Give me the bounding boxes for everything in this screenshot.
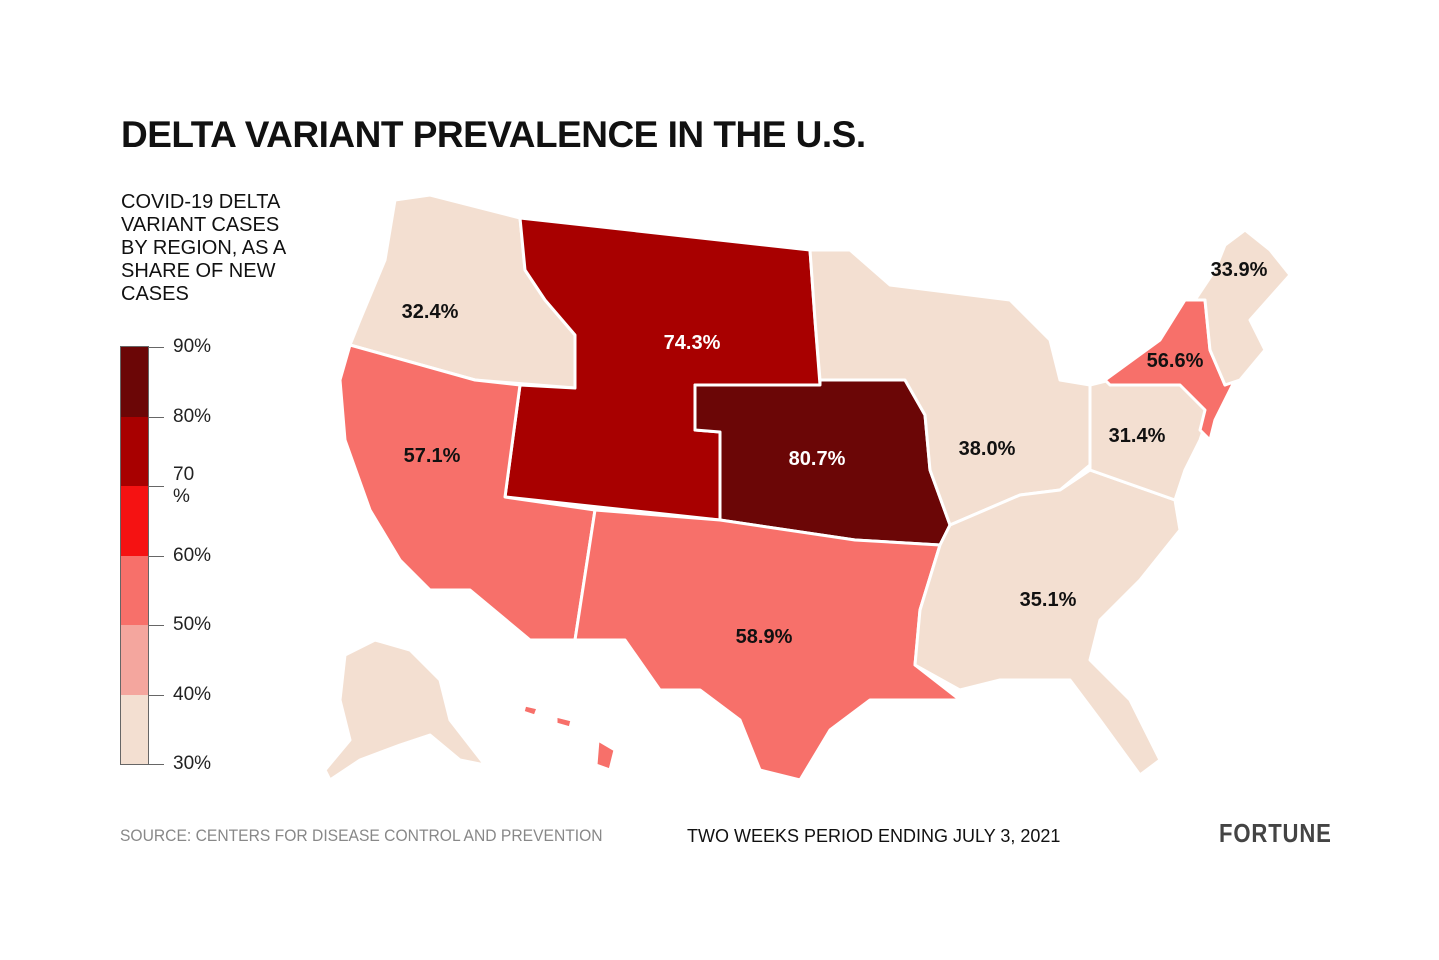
region-value-label: 74.3% <box>664 332 721 354</box>
region-value-label: 31.4% <box>1109 425 1166 447</box>
map-region-4 <box>521 703 540 718</box>
legend-tick-mark <box>148 416 164 418</box>
legend-bin-30-40 <box>121 694 148 764</box>
legend-tick-label: 70 % <box>173 464 195 507</box>
legend-tick-mark <box>148 486 164 487</box>
map-region-4 <box>554 714 574 730</box>
region-value-label: 33.9% <box>1211 259 1268 281</box>
legend-bin-40-50 <box>121 625 148 695</box>
legend-tick-label: 40% <box>173 683 212 705</box>
legend-tick-label: 80% <box>173 405 212 427</box>
period-note: TWO WEEKS PERIOD ENDING JULY 3, 2021 <box>687 826 1061 846</box>
chart-title: DELTA VARIANT PREVALENCE IN THE U.S. <box>121 114 866 155</box>
legend-bin-70-80 <box>121 416 148 486</box>
legend-tick-label: 90% <box>173 336 212 357</box>
legend-tick-mark <box>148 625 164 626</box>
region-value-label: 80.7% <box>789 448 846 470</box>
legend-color-bar <box>120 346 149 765</box>
legend-tick-mark <box>148 764 164 765</box>
region-value-label: 56.6% <box>1147 350 1204 372</box>
brand-logo: FORTUNE <box>1219 818 1332 848</box>
map-region-1 <box>323 638 487 782</box>
region-value-label: 38.0% <box>959 438 1016 460</box>
region-value-label: 35.1% <box>1020 589 1077 611</box>
legend-tick-mark <box>148 555 164 557</box>
legend-tick-mark <box>148 694 164 696</box>
legend-tick-label: 30% <box>173 753 212 774</box>
legend-bin-60-70 <box>121 486 148 556</box>
map-region-10 <box>1193 228 1292 387</box>
legend-tick-label: 60% <box>173 544 212 566</box>
map-region-4 <box>594 738 617 772</box>
legend-tick-label: 50% <box>173 614 212 635</box>
region-value-label: 32.4% <box>402 301 459 323</box>
region-value-label: 58.9% <box>736 626 793 648</box>
source-note: SOURCE: CENTERS FOR DISEASE CONTROL AND … <box>120 826 603 845</box>
map-region-5 <box>573 508 962 782</box>
legend-bin-50-60 <box>121 555 148 625</box>
map-region-9 <box>1103 298 1237 442</box>
legend-subtitle: COVID-19 DELTA VARIANT CASES BY REGION, … <box>121 191 286 305</box>
region-value-label: 57.1% <box>404 445 461 467</box>
legend-bin-80-90 <box>121 347 148 417</box>
legend-tick-mark <box>148 347 164 348</box>
map-region-6 <box>808 248 1092 527</box>
map-region-4 <box>338 343 597 642</box>
